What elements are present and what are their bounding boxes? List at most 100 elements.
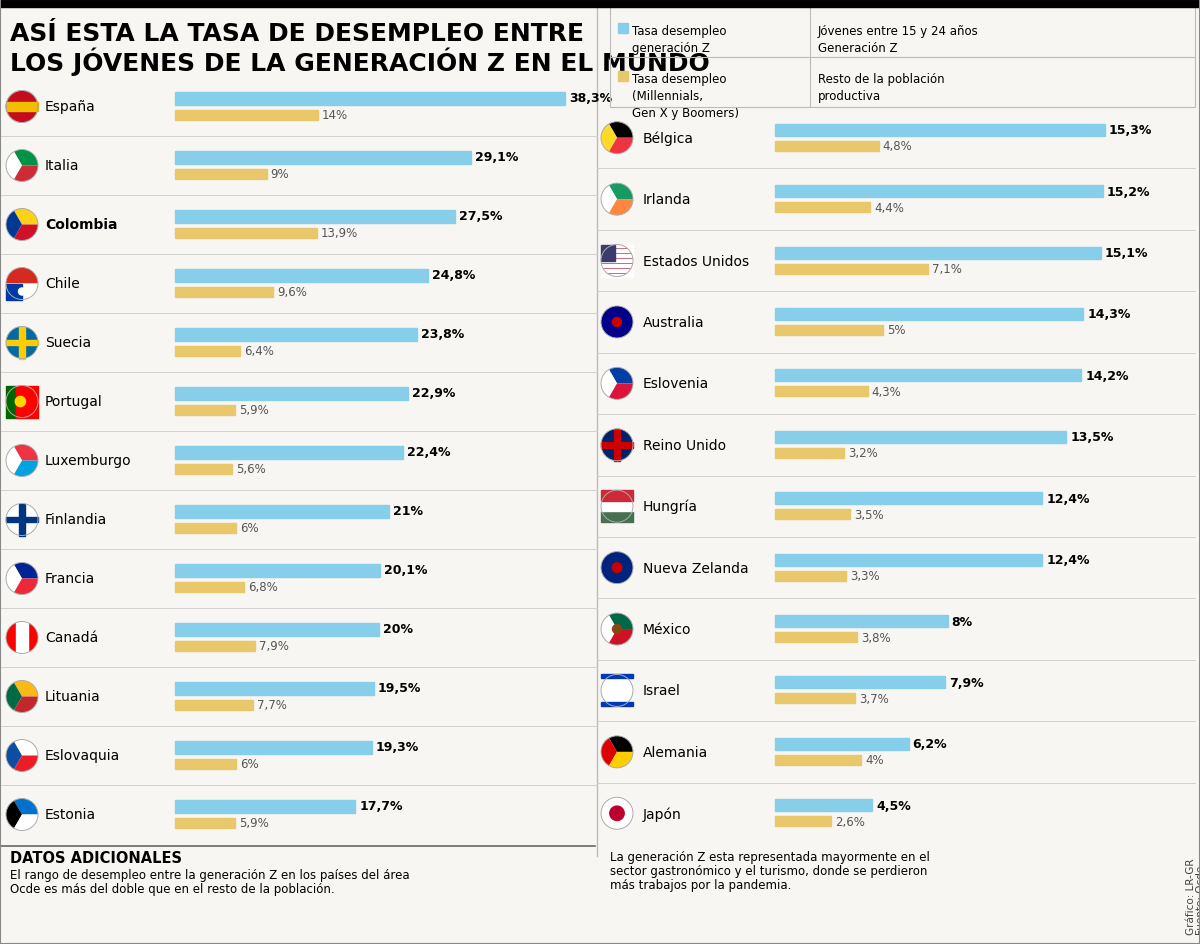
- Bar: [601, 270, 634, 272]
- Wedge shape: [14, 799, 38, 815]
- Wedge shape: [14, 563, 38, 579]
- Bar: [175, 641, 256, 650]
- Wedge shape: [610, 200, 634, 216]
- Text: 7,7%: 7,7%: [258, 699, 287, 711]
- Text: La generación Z esta representada mayormente en el: La generación Z esta representada mayorm…: [610, 851, 930, 863]
- Bar: [19, 504, 25, 536]
- Bar: [6, 517, 38, 523]
- Text: 22,9%: 22,9%: [412, 387, 456, 400]
- Text: 15,3%: 15,3%: [1109, 124, 1152, 137]
- Text: 3,2%: 3,2%: [848, 447, 877, 460]
- Wedge shape: [14, 150, 38, 166]
- Wedge shape: [6, 683, 22, 711]
- Wedge shape: [6, 447, 22, 475]
- Bar: [175, 405, 235, 415]
- Bar: [175, 800, 355, 813]
- Text: Irlanda: Irlanda: [643, 193, 691, 207]
- Text: México: México: [643, 622, 691, 636]
- Circle shape: [6, 445, 38, 477]
- Bar: [6, 341, 38, 346]
- Text: 38,3%: 38,3%: [569, 93, 612, 106]
- Circle shape: [6, 563, 38, 595]
- Bar: [775, 431, 1066, 444]
- Text: 6%: 6%: [240, 521, 259, 534]
- Text: 14,2%: 14,2%: [1085, 369, 1129, 382]
- Wedge shape: [14, 697, 38, 713]
- Text: 7,1%: 7,1%: [932, 262, 962, 276]
- Wedge shape: [14, 815, 38, 831]
- Text: Fuente: Ocde: Fuente: Ocde: [1196, 865, 1200, 934]
- Text: Jóvenes entre 15 y 24 años
Generación Z: Jóvenes entre 15 y 24 años Generación Z: [818, 25, 979, 55]
- Circle shape: [6, 622, 38, 654]
- Text: Italia: Italia: [46, 160, 79, 174]
- Bar: [6, 386, 16, 418]
- Bar: [601, 512, 634, 523]
- Circle shape: [6, 740, 38, 771]
- Text: Portugal: Portugal: [46, 396, 103, 409]
- Wedge shape: [14, 445, 38, 461]
- Text: Reino Unido: Reino Unido: [643, 438, 726, 452]
- Circle shape: [6, 210, 38, 242]
- Bar: [775, 186, 1103, 198]
- Wedge shape: [6, 504, 38, 536]
- Bar: [775, 571, 846, 581]
- Bar: [19, 328, 25, 359]
- Bar: [175, 329, 418, 341]
- Wedge shape: [6, 801, 22, 829]
- Bar: [775, 554, 1043, 566]
- Text: Gráfico: LR-GR: Gráfico: LR-GR: [1186, 857, 1196, 934]
- Text: 9,6%: 9,6%: [277, 286, 307, 298]
- Text: Estonia: Estonia: [46, 808, 96, 821]
- Text: Tasa desempleo
generación Z: Tasa desempleo generación Z: [632, 25, 726, 55]
- Circle shape: [601, 736, 634, 768]
- Text: 3,8%: 3,8%: [860, 631, 890, 644]
- Wedge shape: [14, 226, 38, 242]
- Text: ASÍ ESTA LA TASA DE DESEMPLEO ENTRE: ASÍ ESTA LA TASA DE DESEMPLEO ENTRE: [10, 22, 584, 46]
- Wedge shape: [610, 491, 634, 507]
- Text: 6,2%: 6,2%: [913, 737, 947, 750]
- Wedge shape: [601, 798, 634, 830]
- Circle shape: [610, 806, 624, 820]
- Bar: [610, 8, 1195, 108]
- Text: LOS JÓVENES DE LA GENERACIÓN Z EN EL MUNDO: LOS JÓVENES DE LA GENERACIÓN Z EN EL MUN…: [10, 48, 709, 76]
- Circle shape: [601, 798, 634, 830]
- Bar: [775, 264, 928, 275]
- Wedge shape: [14, 756, 38, 771]
- Text: Bélgica: Bélgica: [643, 131, 694, 145]
- Circle shape: [601, 552, 634, 584]
- Wedge shape: [6, 284, 38, 300]
- Text: Ocde es más del doble que en el resto de la población.: Ocde es más del doble que en el resto de…: [10, 882, 335, 895]
- Bar: [17, 622, 28, 654]
- Circle shape: [601, 491, 634, 523]
- Circle shape: [6, 328, 38, 359]
- Bar: [175, 228, 317, 238]
- Bar: [775, 387, 868, 397]
- Bar: [775, 632, 857, 642]
- Bar: [175, 446, 403, 459]
- Text: 22,4%: 22,4%: [407, 446, 450, 459]
- Bar: [175, 682, 373, 695]
- Text: Eslovenia: Eslovenia: [643, 377, 709, 391]
- Bar: [601, 501, 634, 512]
- Text: 14%: 14%: [322, 109, 348, 122]
- Text: sector gastronómico y el turismo, donde se perdieron: sector gastronómico y el turismo, donde …: [610, 864, 928, 877]
- Bar: [775, 755, 862, 765]
- Bar: [175, 151, 472, 164]
- Text: Tasa desempleo
(Millennials,
Gen X y Boomers): Tasa desempleo (Millennials, Gen X y Boo…: [632, 73, 739, 120]
- Text: 19,5%: 19,5%: [378, 682, 421, 695]
- Text: 3,7%: 3,7%: [859, 692, 888, 705]
- Wedge shape: [6, 402, 38, 418]
- Circle shape: [6, 268, 38, 300]
- Wedge shape: [6, 268, 38, 284]
- Bar: [601, 275, 634, 278]
- Wedge shape: [601, 125, 617, 152]
- Bar: [175, 110, 318, 121]
- Text: Hungría: Hungría: [643, 499, 698, 514]
- Bar: [6, 284, 22, 300]
- Bar: [601, 675, 634, 679]
- Wedge shape: [601, 186, 617, 213]
- Circle shape: [601, 368, 634, 400]
- Circle shape: [16, 397, 25, 407]
- Text: 5,6%: 5,6%: [236, 463, 265, 476]
- Circle shape: [6, 504, 38, 536]
